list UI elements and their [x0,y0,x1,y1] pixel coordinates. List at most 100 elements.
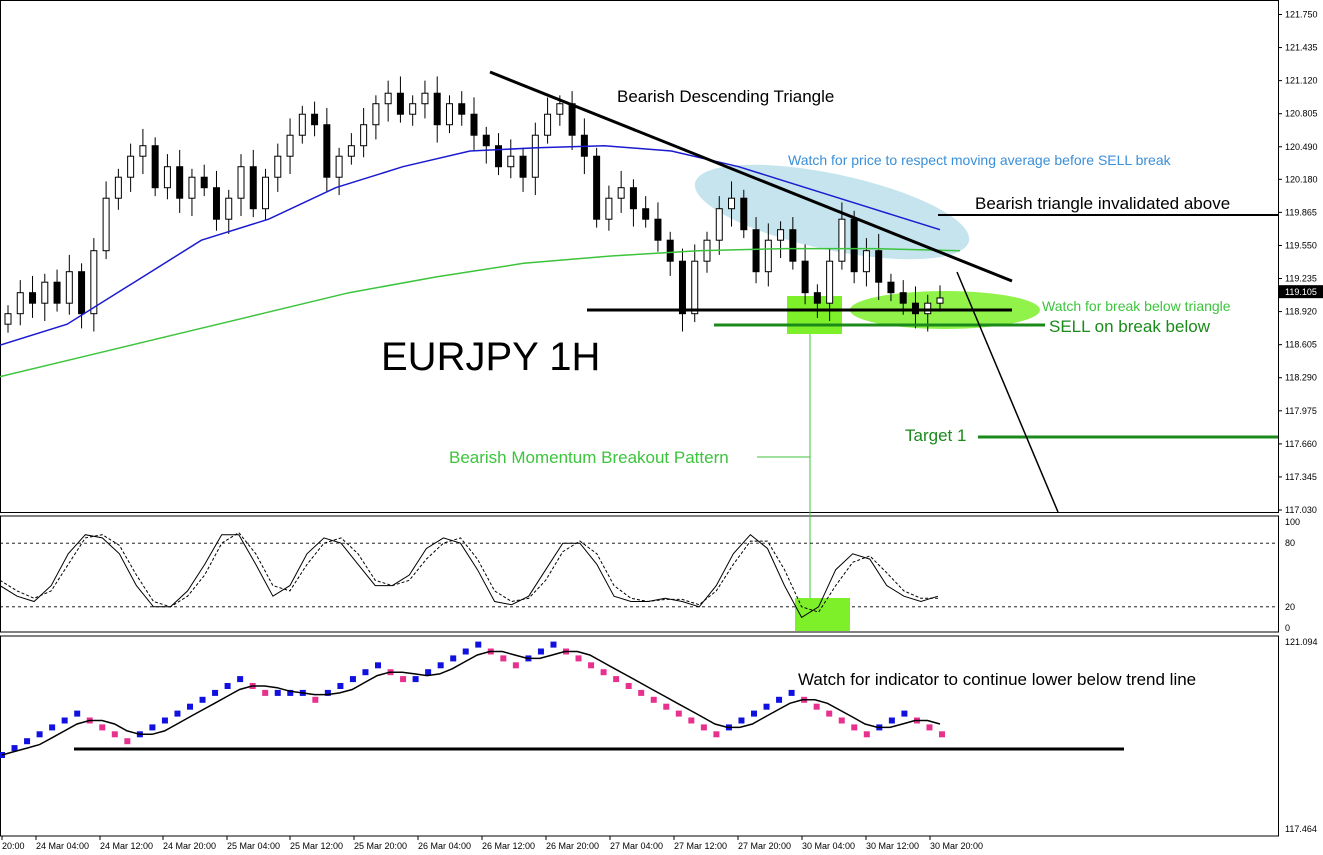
candle-body [409,103,417,115]
indicator-block [224,683,231,689]
price-tick-label: 117.660 [1285,439,1317,449]
indicator-block [625,683,632,689]
break-watch-annotation: Watch for break below triangle [1042,298,1231,314]
candle-body [384,92,392,105]
indicator-block [613,676,620,683]
indicator-smooth-line [1,650,941,756]
candle-body [396,92,404,115]
indicator-block [826,710,833,717]
indicator-block [512,662,519,669]
indicator-block [475,641,482,648]
descending-trendline [489,70,1013,283]
indicator-block [751,710,757,717]
time-tick-label: 26 Mar 12:00 [482,841,535,851]
candle-body [53,281,61,304]
time-tick-label: 24 Mar 20:00 [163,841,216,851]
indicator-block [349,676,356,683]
candle-body [262,176,270,210]
indicator-block [813,703,820,710]
price-tick-label: 120.180 [1285,174,1318,184]
indicator-block [412,676,419,683]
candle-body [65,271,73,304]
candle-body [212,187,220,220]
stochastic-signal-line [0,531,938,613]
time-tick-label: 20:00 [2,841,25,851]
price-tick-label: 117.975 [1285,406,1317,416]
candle-body [875,250,883,283]
candle-body [139,145,147,157]
sell-annotation: SELL on break below [1049,317,1210,336]
candle-body [421,92,429,105]
time-tick-label: 30 Mar 12:00 [866,841,919,851]
candle-body [16,292,24,315]
candle-body [445,103,453,126]
candle-body [752,229,760,273]
candle-body [311,113,319,126]
indicator-block [939,731,945,738]
time-tick-label: 24 Mar 12:00 [100,841,153,851]
indicator-block [49,724,56,731]
candle-body [728,197,736,210]
indicator-block [274,689,281,696]
time-tick-label: 27 Mar 04:00 [610,841,663,851]
price-tick-label: 118.920 [1285,307,1317,317]
candle-body [617,187,625,199]
candle-body [605,197,613,220]
candle-body [4,313,12,325]
indicator-block [437,662,444,669]
indicator-block [262,689,269,696]
invalidated-annotation: Bearish triangle invalidated above [975,194,1231,213]
indicator-block [575,655,582,662]
candle-body [813,292,821,304]
indicator-block [600,669,607,676]
stochastic-tick-label: 20 [1285,602,1295,612]
indicator-block [450,655,457,662]
candle-body [899,292,907,304]
indicator-block [663,703,670,710]
candle-body [323,124,331,178]
candle-body [715,208,723,241]
candle-body [347,145,355,157]
candle-body [495,145,503,168]
stochastic-tick-label: 0 [1285,623,1290,633]
stochastic-tick-label: 100 [1285,517,1300,527]
indicator-block [124,738,131,745]
candle-body [568,103,576,136]
indicator-block [199,696,206,703]
candle-body [41,281,49,304]
indicator-block [375,662,381,669]
indicator-tick-label: 121.094 [1285,637,1318,647]
candle-body [360,124,368,147]
indicator-block [588,662,595,669]
candle-body [163,166,171,189]
indicator-block [212,689,219,696]
indicator-block [74,710,81,717]
indicator-block [400,676,407,683]
candle-body [249,166,257,210]
blue-moving-average [0,144,941,346]
candle-body [188,176,196,199]
candle-body [102,197,110,252]
indicator-block [638,689,645,696]
candle-body [176,166,184,199]
indicator-block [111,731,118,738]
candle-body [482,134,490,147]
candle-body [666,239,674,262]
candle-body [691,260,699,315]
momentum-annotation: Bearish Momentum Breakout Pattern [449,448,729,467]
green-moving-average [0,247,961,378]
price-tick-label: 119.235 [1285,274,1317,284]
candle-body [507,155,515,168]
indicator-block [550,641,557,648]
indicator-block [324,689,331,696]
indicator-watch-annotation: Watch for indicator to continue lower be… [798,670,1197,689]
candle-body [887,281,895,294]
indicator-block [763,703,770,710]
price-tick-label: 120.490 [1285,142,1318,152]
price-tick-label: 117.345 [1285,472,1317,482]
indicator-block [650,696,657,703]
candle-body [850,218,858,273]
current-price-box [1279,285,1323,299]
time-tick-label: 26 Mar 04:00 [418,841,471,851]
